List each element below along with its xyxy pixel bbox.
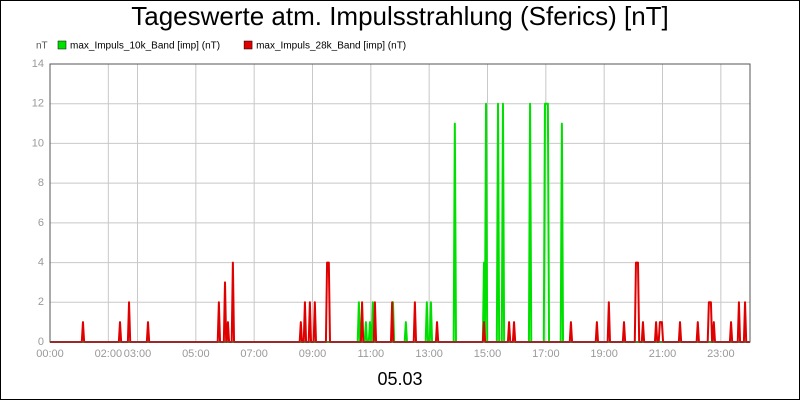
legend-swatch <box>57 40 67 50</box>
y-axis-label: nT <box>36 41 48 52</box>
x-tick-label: 09:00 <box>299 348 327 360</box>
y-tick-label: 12 <box>32 98 44 110</box>
x-tick-label: 15:00 <box>474 348 502 360</box>
x-tick-label: 21:00 <box>649 348 677 360</box>
x-tick-label: 05:00 <box>182 348 210 360</box>
x-tick-label: 19:00 <box>590 348 618 360</box>
y-tick-label: 0 <box>38 336 44 348</box>
x-tick-label: 00:00 <box>36 348 64 360</box>
y-tick-label: 2 <box>38 296 44 308</box>
x-tick-label: 03:00 <box>124 348 152 360</box>
x-tick-label: 11:00 <box>357 348 384 360</box>
y-tick-label: 14 <box>32 58 44 70</box>
x-tick-label: 07:00 <box>240 348 268 360</box>
plot-border <box>49 63 751 343</box>
legend-label: max_Impuls_10k_Band [imp] (nT) <box>70 41 220 52</box>
y-tick-label: 8 <box>38 177 44 189</box>
y-tick-label: 6 <box>38 217 44 229</box>
legend-swatch <box>243 40 253 50</box>
x-tick-label: 02:00 <box>95 348 123 360</box>
legend: max_Impuls_10k_Band [imp] (nT) max_Impuls… <box>57 40 406 52</box>
x-tick-label: 13:00 <box>415 348 443 360</box>
x-axis-label: 05.03 <box>377 369 422 389</box>
y-tick-label: 4 <box>38 256 44 268</box>
legend-label: max_Impuls_28k_Band [imp] (nT) <box>256 41 406 52</box>
chart-title: Tageswerte atm. Impulsstrahlung (Sferics… <box>131 1 669 31</box>
x-tick-label: 17:00 <box>532 348 560 360</box>
y-tick-label: 10 <box>32 137 44 149</box>
x-tick-label: 23:00 <box>707 348 735 360</box>
